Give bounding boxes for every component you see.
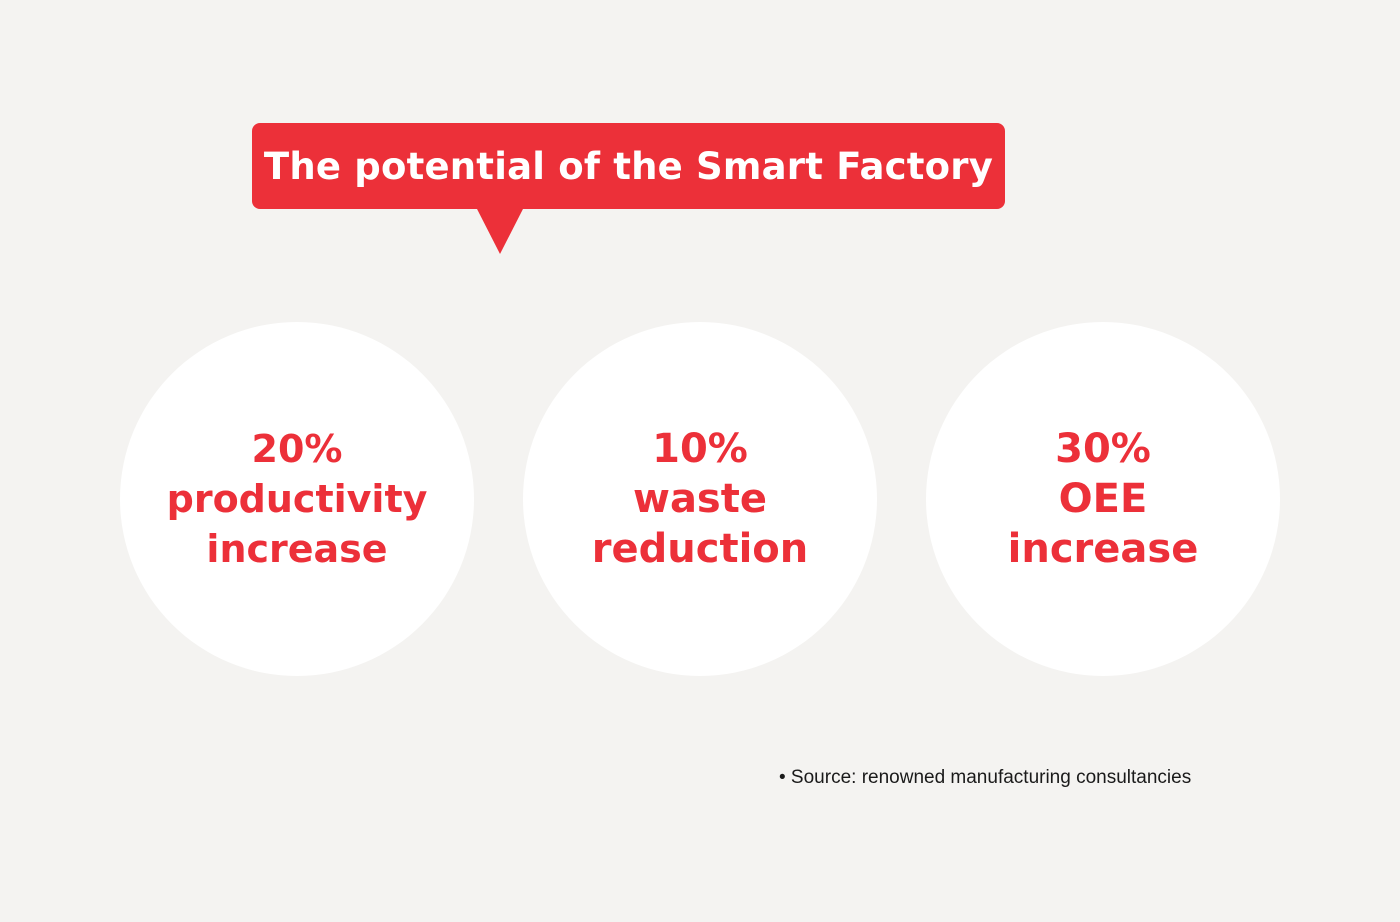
callout-pointer	[476, 207, 524, 254]
stat-label-line-1: OEE	[1058, 476, 1148, 522]
source-note: • Source: renowned manufacturing consult…	[779, 767, 1192, 788]
stat-circle-oee: 30% OEE increase	[926, 322, 1280, 676]
stat-circle-productivity: 20% productivity increase	[120, 322, 474, 676]
title-callout: The potential of the Smart Factory	[252, 123, 1005, 209]
stat-label-line-1: waste	[632, 476, 767, 522]
stat-value: 30%	[1055, 426, 1151, 472]
stat-value: 10%	[652, 426, 748, 472]
stat-label-line-1: productivity	[166, 477, 428, 521]
stat-circle-waste: 10% waste reduction	[523, 322, 877, 676]
stat-label-line-2: increase	[206, 527, 388, 571]
callout-title: The potential of the Smart Factory	[263, 144, 994, 188]
stat-label-line-2: increase	[1007, 526, 1199, 572]
stat-value: 20%	[251, 427, 343, 471]
stat-label-line-2: reduction	[591, 526, 809, 572]
